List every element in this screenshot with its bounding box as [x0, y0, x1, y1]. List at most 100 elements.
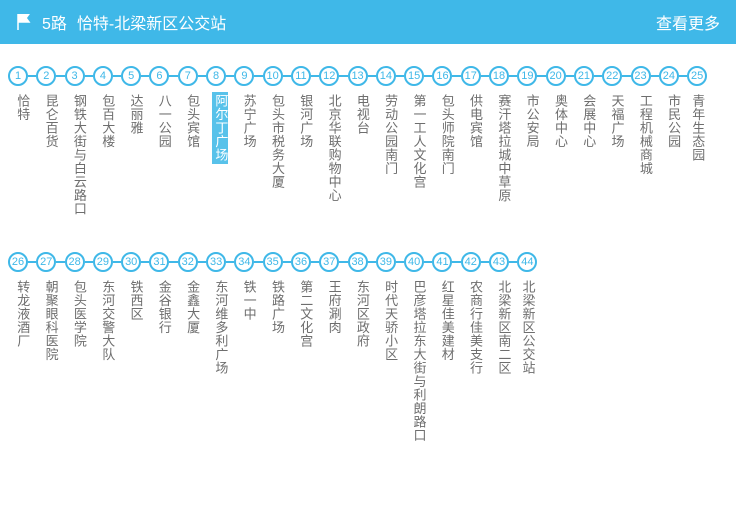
connector [509, 261, 517, 263]
stop-item[interactable]: 36第二文化宫 [291, 252, 319, 350]
stop-number: 4 [93, 66, 113, 86]
stop-item[interactable]: 8阿尔丁广场 [206, 66, 234, 164]
stop-item[interactable]: 10 包头市税务大厦 [263, 66, 291, 191]
node-line: 43 [489, 252, 517, 272]
stop-item[interactable]: 26 转龙液酒厂 [8, 252, 36, 350]
stop-item[interactable]: 27 朝聚眼科医院 [36, 252, 64, 363]
stop-item[interactable]: 34铁一中 [234, 252, 262, 323]
stop-number: 10 [263, 66, 283, 86]
connector [311, 75, 319, 77]
connector [452, 261, 460, 263]
stop-item[interactable]: 24市民公园 [659, 66, 687, 150]
node-line: 30 [121, 252, 149, 272]
stop-label: 工程机械商城 [637, 92, 653, 177]
stop-item[interactable]: 43北梁新区南二区 [489, 252, 517, 377]
node-line: 36 [291, 252, 319, 272]
stop-number: 3 [65, 66, 85, 86]
stop-item[interactable]: 32金鑫大厦 [178, 252, 206, 336]
stop-item[interactable]: 39时代天骄小区 [376, 252, 404, 363]
connector [169, 75, 177, 77]
node-line: 16 [432, 66, 460, 86]
stop-item[interactable]: 18 赛汗塔拉城中草原 [489, 66, 517, 204]
stop-item[interactable]: 6八一公园 [149, 66, 177, 150]
stop-number: 17 [461, 66, 481, 86]
route-title: 恰特-北梁新区公交站 [77, 10, 226, 34]
view-more-link[interactable]: 查看更多 [656, 10, 720, 34]
stop-label: 包头市税务大厦 [269, 92, 285, 191]
stop-label: 供电宾馆 [467, 92, 483, 150]
node-line: 2 [36, 66, 64, 86]
node-line: 7 [178, 66, 206, 86]
stop-number: 30 [121, 252, 141, 272]
stop-item[interactable]: 23工程机械商城 [631, 66, 659, 177]
stops-container: 1恰特2 昆仑百货 3钢铁大街与白云路口4包百大楼5达丽雅6八一公园7包头宾馆8阿尔… [0, 44, 736, 468]
stop-number: 31 [149, 252, 169, 272]
node-line: 26 [8, 252, 36, 272]
stop-label: 奥体中心 [552, 92, 568, 150]
stop-label: 会展中心 [580, 92, 596, 150]
node-line: 33 [206, 252, 234, 272]
connector [339, 75, 347, 77]
stop-item[interactable]: 35铁路广场 [263, 252, 291, 336]
connector [141, 261, 149, 263]
stop-item[interactable]: 41红星佳美建材 [432, 252, 460, 363]
stop-label: 昆仑百货 [42, 92, 58, 150]
stop-item[interactable]: 7包头宾馆 [178, 66, 206, 150]
stop-number: 22 [602, 66, 622, 86]
stop-item[interactable]: 17 供电宾馆 [461, 66, 489, 150]
stop-number: 38 [348, 252, 368, 272]
stop-item[interactable]: 1恰特 [8, 66, 36, 123]
stop-item[interactable]: 40巴彦塔拉东大街与利朗路口 [404, 252, 432, 444]
node-line: 6 [149, 66, 177, 86]
stop-item[interactable]: 22天福广场 [602, 66, 630, 150]
connector [537, 75, 545, 77]
node-line: 11 [291, 66, 319, 86]
stop-item[interactable]: 15第一工人文化宫 [404, 66, 432, 191]
node-line: 27 [36, 252, 64, 272]
stop-item[interactable]: 25青年生态园 [687, 66, 707, 164]
stop-item[interactable]: 38东河区政府 [348, 252, 376, 350]
stop-label: 恰特 [14, 92, 30, 123]
stop-item[interactable]: 21会展中心 [574, 66, 602, 150]
stop-label: 市民公园 [665, 92, 681, 150]
stop-item[interactable]: 4包百大楼 [93, 66, 121, 150]
connector [254, 261, 262, 263]
stop-item[interactable]: 14劳动公园南门 [376, 66, 404, 177]
stop-item[interactable]: 28包头医学院 [65, 252, 93, 350]
stop-item[interactable]: 37王府涮肉 [319, 252, 347, 336]
stop-item[interactable]: 2 昆仑百货 [36, 66, 64, 150]
stop-item[interactable]: 9苏宁广场 [234, 66, 262, 150]
stop-label: 赛汗塔拉城中草原 [495, 92, 511, 204]
stop-item[interactable]: 3钢铁大街与白云路口 [65, 66, 93, 218]
stop-item[interactable]: 5达丽雅 [121, 66, 149, 137]
stop-item[interactable]: 13电视台 [348, 66, 376, 137]
node-line: 18 [489, 66, 517, 86]
node-line: 40 [404, 252, 432, 272]
stop-number: 2 [36, 66, 56, 86]
stop-item[interactable]: 31金谷银行 [149, 252, 177, 336]
stop-item[interactable]: 19市公安局 [517, 66, 545, 150]
stop-number: 35 [263, 252, 283, 272]
node-line: 28 [65, 252, 93, 272]
node-line: 4 [93, 66, 121, 86]
stop-item[interactable]: 33东河维多利广场 [206, 252, 234, 377]
stop-label: 达丽雅 [127, 92, 143, 137]
node-line: 15 [404, 66, 432, 86]
stops-row: 1恰特2 昆仑百货 3钢铁大街与白云路口4包百大楼5达丽雅6八一公园7包头宾馆8阿尔… [8, 66, 728, 218]
stop-item[interactable]: 16包头师院南门 [432, 66, 460, 177]
stop-item[interactable]: 20奥体中心 [546, 66, 574, 150]
stop-item[interactable]: 44北梁新区公交站 [517, 252, 537, 377]
stop-label: 转龙液酒厂 [14, 278, 30, 350]
stop-item[interactable]: 30铁西区 [121, 252, 149, 323]
stop-item[interactable]: 12北京华联购物中心 [319, 66, 347, 204]
stop-item[interactable]: 29东河交警大队 [93, 252, 121, 363]
stop-number: 26 [8, 252, 28, 272]
stop-item[interactable]: 42农商行佳美支行 [461, 252, 489, 377]
node-line: 37 [319, 252, 347, 272]
node-line: 22 [602, 66, 630, 86]
stop-number: 16 [432, 66, 452, 86]
connector [254, 75, 262, 77]
stop-label: 朝聚眼科医院 [42, 278, 58, 363]
stop-label: 红星佳美建材 [438, 278, 454, 363]
stop-item[interactable]: 11银河广场 [291, 66, 319, 150]
